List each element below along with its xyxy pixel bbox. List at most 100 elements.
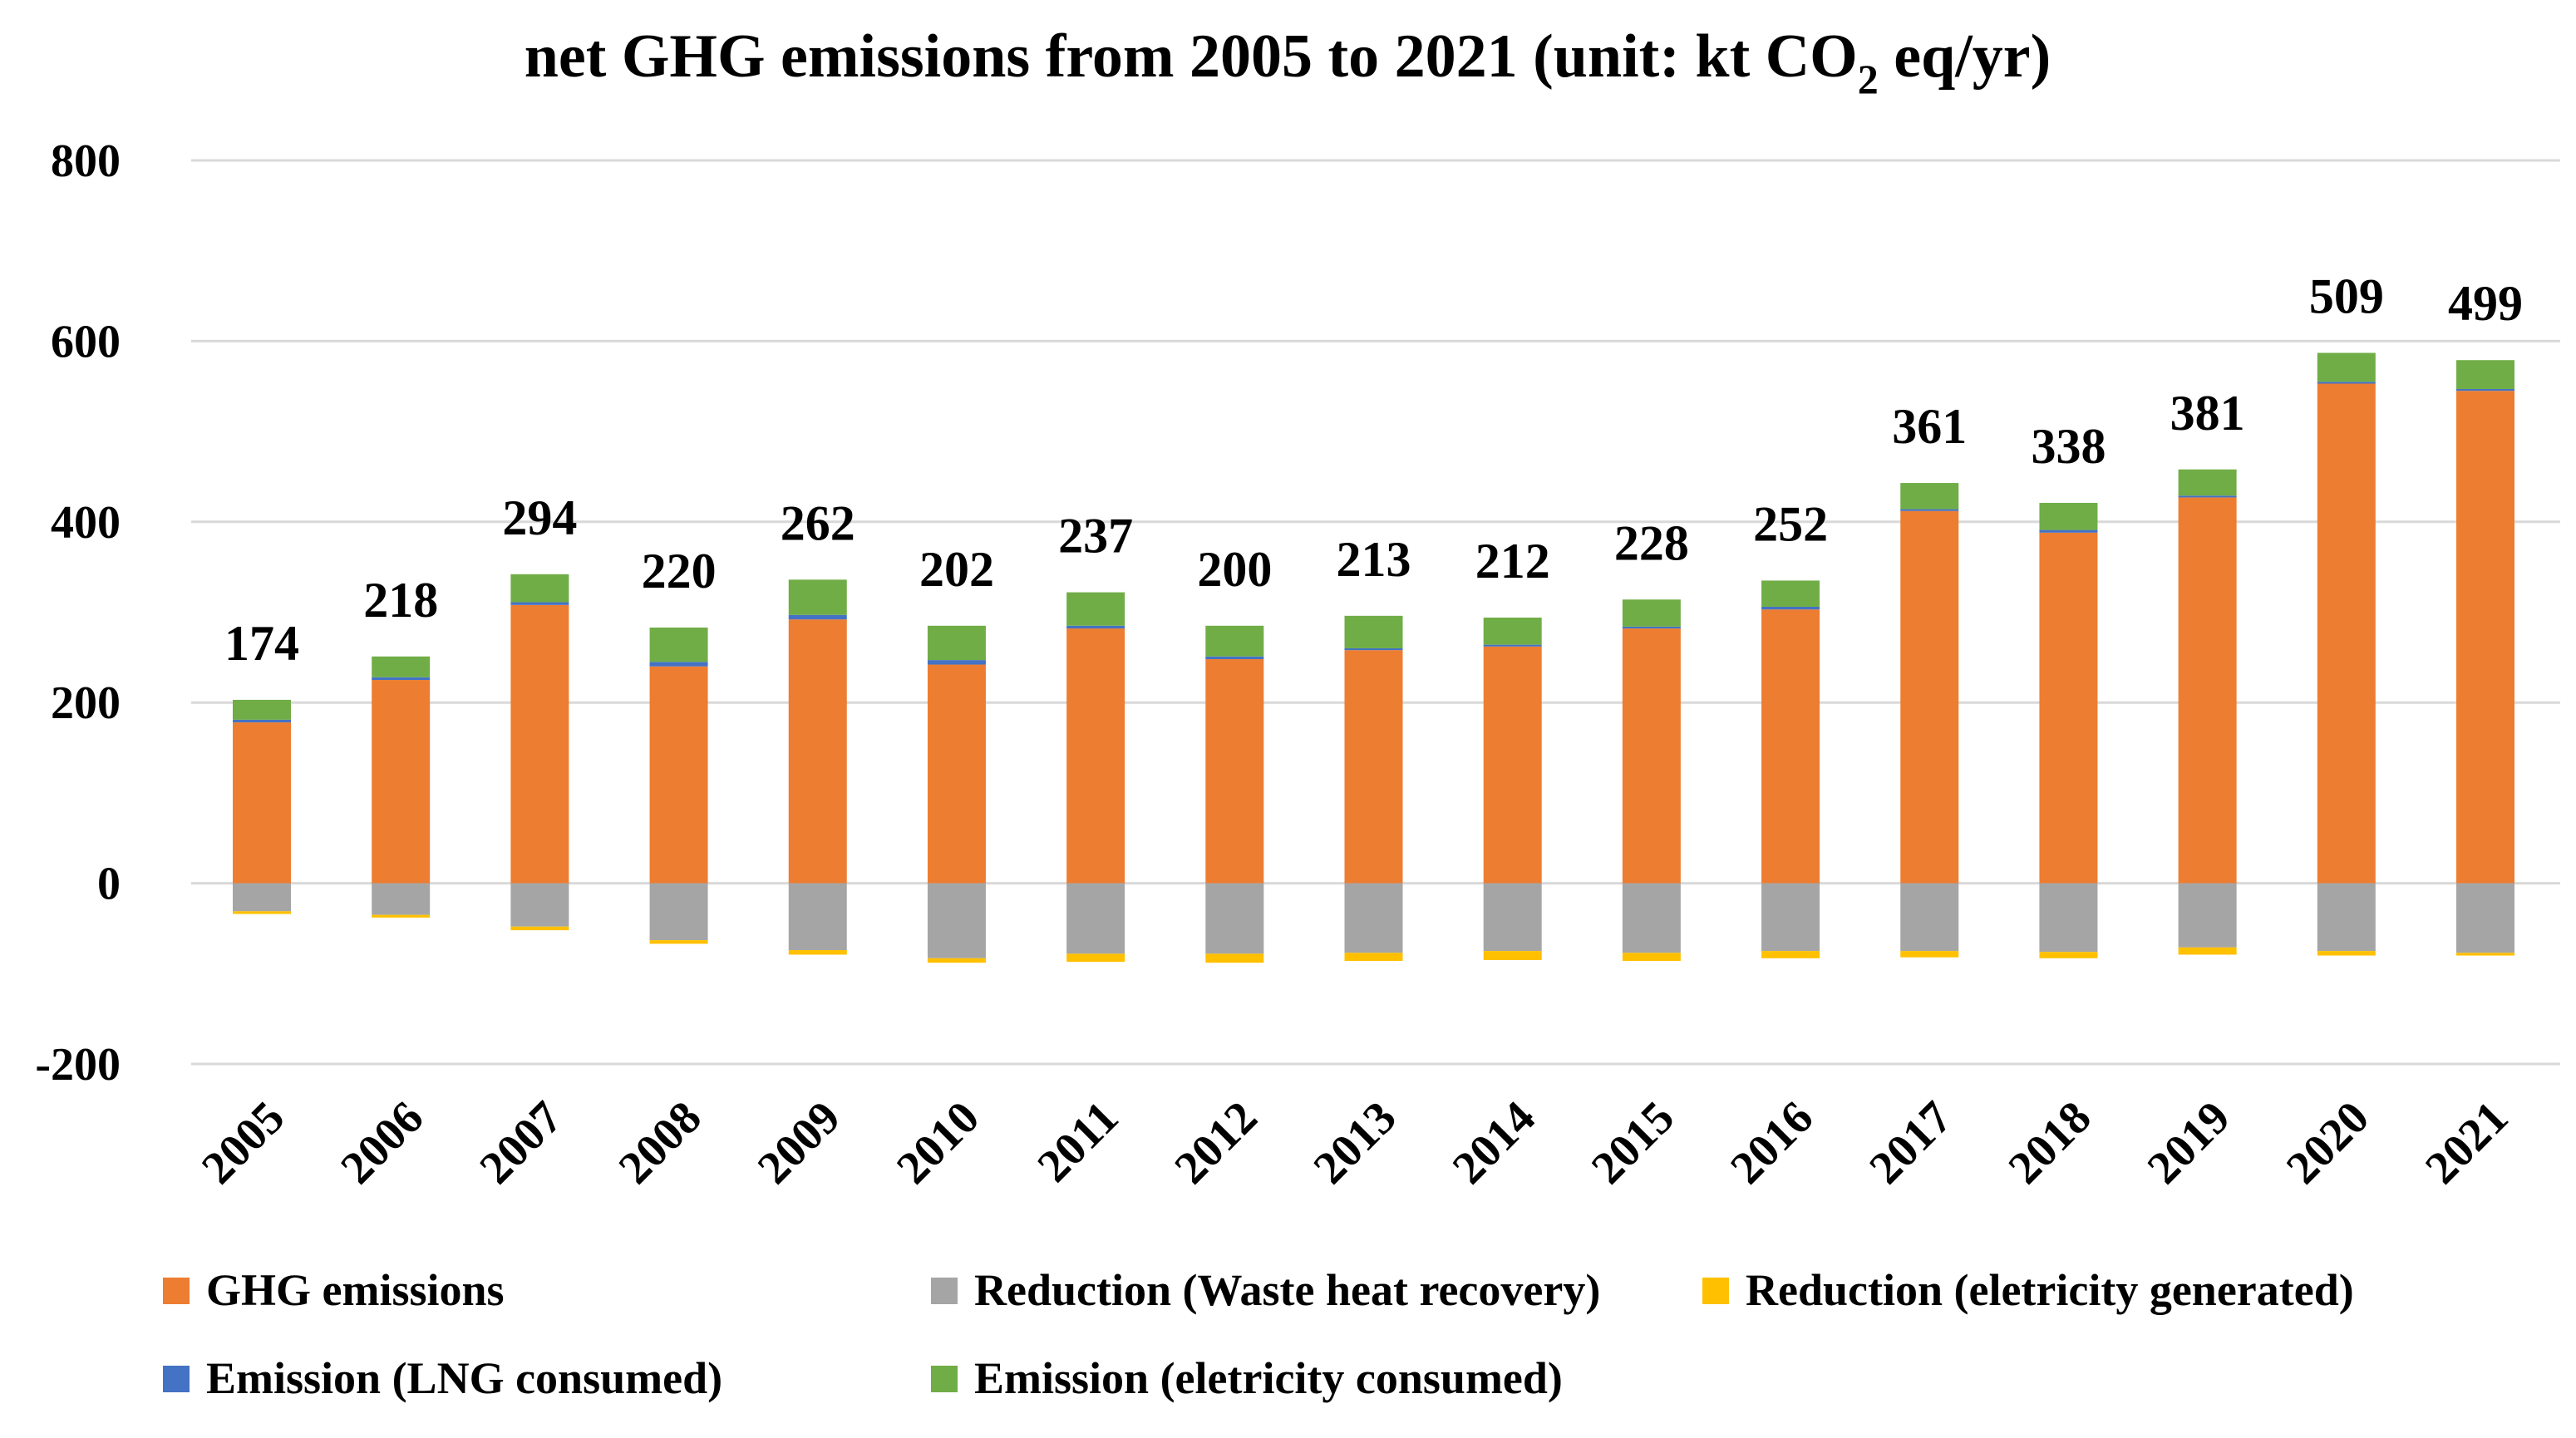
y-tick-label: 800 (51, 135, 121, 187)
bar-segment (1483, 883, 1542, 952)
bar-segment (2178, 947, 2237, 955)
bar-segment (372, 680, 431, 884)
y-tick-label: 600 (51, 316, 121, 367)
bar-segment (2039, 532, 2098, 884)
legend-label: GHG emissions (206, 1265, 505, 1315)
x-tick-label: 2014 (1443, 1091, 1545, 1194)
net-value-label: 381 (2170, 386, 2245, 441)
bar-segment (2317, 951, 2376, 956)
legend-label: Reduction (Waste heat recovery) (974, 1265, 1600, 1315)
bar-segment (1622, 626, 1681, 629)
chart-title-main: net GHG emissions from 2005 to 2021 (uni… (525, 22, 1858, 91)
y-tick-label: 0 (97, 859, 121, 910)
y-tick-label: -200 (35, 1039, 121, 1091)
bar-segment (1344, 648, 1403, 651)
bar-segment (2317, 352, 2376, 382)
net-value-label: 220 (642, 544, 717, 598)
x-tick-label: 2020 (2277, 1091, 2379, 1194)
bar-segment (1066, 625, 1125, 629)
bar-segment (927, 958, 986, 963)
x-tick-label: 2012 (1165, 1091, 1267, 1194)
bar-segment (1622, 628, 1681, 884)
x-tick-label: 2011 (1027, 1091, 1128, 1192)
x-tick-label: 2018 (1999, 1091, 2101, 1194)
bar-segment (927, 625, 986, 661)
x-tick-label: 2005 (192, 1091, 294, 1194)
bar-segment (1900, 509, 1959, 511)
net-value-label: 218 (363, 573, 438, 628)
bar-segment (2178, 497, 2237, 884)
bar-segment (1483, 618, 1542, 645)
legend-swatch (931, 1278, 958, 1304)
bar-segment (1483, 951, 1542, 960)
legend-swatch (1702, 1278, 1729, 1304)
bar-segment (1622, 599, 1681, 627)
legend-label: Emission (eletricity consumed) (974, 1353, 1563, 1403)
bar-segment (2039, 502, 2098, 530)
bar-segment (649, 662, 708, 667)
bar-segment (2317, 383, 2376, 884)
bar-segment (2317, 382, 2376, 384)
bar-segment (1761, 883, 1820, 952)
bar-segment (2456, 389, 2514, 392)
bar-segment (788, 619, 847, 884)
bar-segment (372, 677, 431, 681)
bar-segment (1205, 883, 1264, 954)
net-value-label: 262 (781, 495, 855, 550)
bar-segment (1622, 953, 1681, 962)
bar-segment (1483, 644, 1542, 647)
net-value-label: 509 (2309, 269, 2384, 324)
bar-segment (2039, 529, 2098, 533)
bar-segment (788, 614, 847, 620)
bar-segment (233, 719, 291, 723)
bar-segment (510, 602, 569, 605)
bar-segment (2456, 391, 2514, 884)
chart-title-tail: eq/yr) (1879, 22, 2051, 91)
x-tick-label: 2008 (609, 1091, 712, 1194)
legend-label: Emission (LNG consumed) (206, 1353, 722, 1403)
bar-segment (1066, 592, 1125, 626)
bar-segment (2178, 495, 2237, 498)
bar-segment (649, 940, 708, 944)
bars (233, 352, 2514, 963)
bar-segment (649, 627, 708, 662)
bar-segment (1900, 483, 1959, 510)
x-tick-label: 2019 (2138, 1091, 2240, 1194)
chart-title-subscript: 2 (1858, 56, 1879, 102)
bar-segment (1900, 951, 1959, 958)
bar-segment (1066, 628, 1125, 884)
bar-segment (1761, 580, 1820, 607)
bar-segment (1066, 883, 1125, 954)
bar-segment (1205, 656, 1264, 660)
bar-segment (1761, 606, 1820, 610)
bar-segment (510, 883, 569, 927)
bar-segment (788, 579, 847, 615)
chart-title: net GHG emissions from 2005 to 2021 (uni… (525, 22, 2051, 102)
x-tick-label: 2009 (748, 1091, 850, 1194)
x-axis: 2005 2006 2007 2008 2009 2010 2011 2012 2013 2014… (192, 1091, 2518, 1194)
y-tick-label: 400 (51, 497, 121, 549)
bar-segment (233, 883, 291, 912)
legend-label: Reduction (eletricity generated) (1746, 1265, 2354, 1315)
bar-segment (1622, 883, 1681, 953)
bar-segment (2456, 360, 2514, 390)
bar-segment (510, 604, 569, 884)
bar-segment (510, 926, 569, 931)
net-value-label: 202 (919, 542, 994, 597)
bar-segment (649, 666, 708, 884)
net-value-label: 174 (224, 616, 299, 671)
x-tick-label: 2015 (1582, 1091, 1684, 1194)
bar-segment (2317, 883, 2376, 952)
x-tick-label: 2017 (1859, 1091, 1962, 1194)
bar-segment (1344, 883, 1403, 953)
bar-segment (510, 574, 569, 603)
bar-segment (2456, 953, 2514, 956)
net-value-label: 499 (2448, 276, 2523, 331)
bar-segment (233, 699, 291, 720)
net-value-label: 213 (1337, 532, 1411, 587)
net-value-label: 212 (1475, 534, 1550, 588)
bar-segment (649, 883, 708, 941)
bar-segment (927, 664, 986, 884)
bar-segment (1205, 953, 1264, 963)
